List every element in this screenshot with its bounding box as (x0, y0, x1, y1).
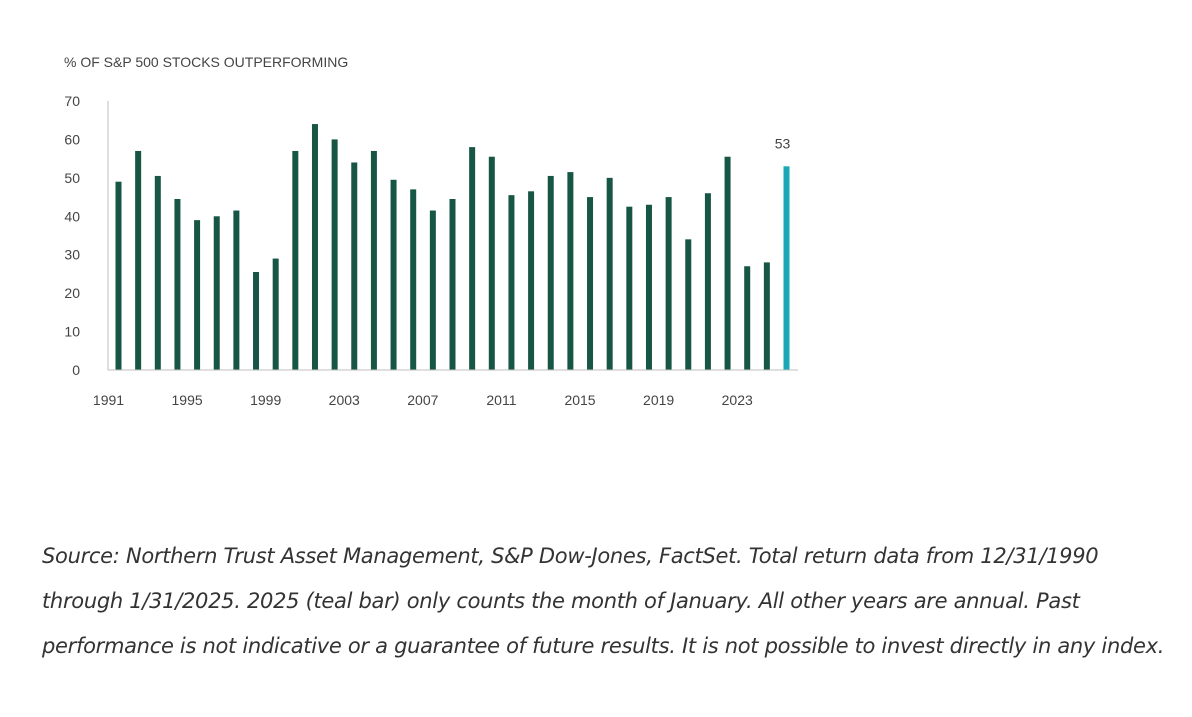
bar (253, 272, 260, 370)
x-axis-ticks: 1991 1995 1999 2003 2007 2011 2015 2019 2023 (93, 392, 753, 408)
bar (704, 193, 711, 370)
bars (115, 124, 790, 370)
bar (665, 197, 672, 370)
bar (311, 124, 318, 370)
x-tick-label: 1991 (93, 392, 124, 408)
y-tick-label: 40 (64, 208, 80, 224)
bar (351, 162, 358, 370)
y-tick-label: 10 (64, 324, 80, 340)
y-tick-label: 60 (64, 131, 80, 147)
x-tick-label: 2023 (722, 392, 753, 408)
x-tick-label: 1999 (250, 392, 281, 408)
bar (744, 266, 751, 370)
data-labels: 53 (775, 135, 791, 151)
bar (528, 191, 535, 370)
source-note: Source: Northern Trust Asset Management,… (42, 544, 1165, 658)
bar (233, 210, 240, 370)
bar (567, 172, 574, 370)
x-tick-label: 2019 (643, 392, 674, 408)
bar (469, 147, 476, 370)
y-axis-label: % OF S&P 500 STOCKS OUTPERFORMING (64, 54, 348, 70)
bar (390, 179, 397, 370)
bar (213, 216, 220, 370)
bar (174, 198, 181, 370)
bar (547, 175, 554, 370)
y-axis-ticks: 0 10 20 30 40 50 60 70 (64, 93, 80, 378)
x-tick-label: 2011 (486, 392, 516, 408)
data-label: 53 (775, 135, 791, 151)
x-tick-label: 2003 (329, 392, 360, 408)
bar (449, 198, 456, 370)
bar (115, 181, 122, 370)
y-tick-label: 50 (64, 170, 80, 186)
bar (488, 156, 495, 370)
bar (429, 210, 436, 370)
bar (645, 204, 652, 370)
y-tick-label: 30 (64, 247, 80, 263)
bar (410, 189, 417, 370)
bar (626, 206, 633, 370)
bar (135, 150, 142, 370)
x-tick-label: 1995 (172, 392, 203, 408)
bar (331, 139, 338, 370)
bar (606, 177, 613, 370)
bar (763, 262, 770, 370)
y-tick-label: 70 (64, 93, 80, 109)
x-tick-label: 2007 (407, 392, 438, 408)
bar (724, 156, 731, 370)
bar (194, 220, 201, 370)
bar-chart: % OF S&P 500 STOCKS OUTPERFORMING 0 10 20 3… (64, 54, 798, 408)
bar-highlight (783, 166, 790, 370)
y-tick-label: 20 (64, 285, 80, 301)
bar (154, 175, 161, 370)
bar (272, 258, 279, 370)
bar (292, 150, 299, 370)
bar (370, 150, 377, 370)
y-tick-label: 0 (72, 362, 80, 378)
bar (508, 195, 515, 370)
bar (587, 197, 594, 370)
bar (685, 239, 692, 370)
x-tick-label: 2015 (564, 392, 595, 408)
